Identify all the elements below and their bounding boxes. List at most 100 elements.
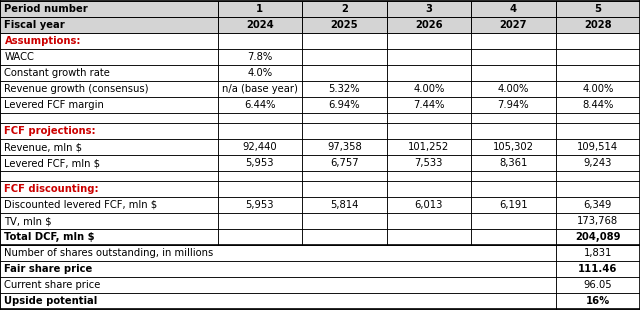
- Bar: [218, 81, 302, 97]
- Bar: [387, 65, 471, 81]
- Text: Current share price: Current share price: [4, 280, 101, 290]
- Text: 6,013: 6,013: [415, 200, 443, 210]
- Text: 2: 2: [341, 4, 348, 14]
- Bar: [218, 17, 302, 33]
- Bar: [218, 213, 302, 229]
- Bar: [387, 97, 471, 113]
- Text: 105,302: 105,302: [493, 142, 534, 152]
- Text: 7.94%: 7.94%: [497, 100, 529, 110]
- Bar: [0, 81, 218, 97]
- Bar: [0, 261, 556, 277]
- Bar: [471, 197, 556, 213]
- Text: 101,252: 101,252: [408, 142, 449, 152]
- Text: Assumptions:: Assumptions:: [4, 36, 81, 46]
- Bar: [556, 171, 640, 181]
- Bar: [471, 229, 556, 245]
- Bar: [302, 171, 387, 181]
- Bar: [0, 245, 556, 261]
- Text: Period number: Period number: [4, 4, 88, 14]
- Bar: [556, 261, 640, 277]
- Text: 2028: 2028: [584, 20, 612, 30]
- Text: 5,814: 5,814: [330, 200, 358, 210]
- Text: 4.00%: 4.00%: [582, 84, 614, 94]
- Text: 9,243: 9,243: [584, 158, 612, 168]
- Bar: [0, 65, 218, 81]
- Text: 7,533: 7,533: [415, 158, 443, 168]
- Text: Upside potential: Upside potential: [4, 296, 98, 306]
- Bar: [218, 155, 302, 171]
- Bar: [556, 155, 640, 171]
- Bar: [218, 1, 302, 17]
- Text: 5,953: 5,953: [246, 158, 274, 168]
- Text: Number of shares outstanding, in millions: Number of shares outstanding, in million…: [4, 248, 214, 258]
- Bar: [0, 171, 218, 181]
- Bar: [556, 17, 640, 33]
- Bar: [471, 65, 556, 81]
- Text: TV, mln $: TV, mln $: [4, 216, 52, 226]
- Bar: [0, 123, 218, 139]
- Bar: [556, 97, 640, 113]
- Text: 173,768: 173,768: [577, 216, 618, 226]
- Bar: [387, 113, 471, 123]
- Bar: [556, 65, 640, 81]
- Text: 92,440: 92,440: [243, 142, 277, 152]
- Bar: [471, 33, 556, 49]
- Bar: [471, 139, 556, 155]
- Bar: [471, 181, 556, 197]
- Text: 7.8%: 7.8%: [247, 52, 273, 62]
- Text: FCF projections:: FCF projections:: [4, 126, 96, 136]
- Bar: [0, 197, 218, 213]
- Bar: [218, 197, 302, 213]
- Bar: [387, 181, 471, 197]
- Bar: [556, 293, 640, 309]
- Text: 5: 5: [595, 4, 601, 14]
- Text: Discounted levered FCF, mln $: Discounted levered FCF, mln $: [4, 200, 157, 210]
- Bar: [0, 229, 218, 245]
- Bar: [556, 113, 640, 123]
- Bar: [218, 65, 302, 81]
- Text: Constant growth rate: Constant growth rate: [4, 68, 110, 78]
- Bar: [302, 181, 387, 197]
- Text: 6.44%: 6.44%: [244, 100, 276, 110]
- Text: 5,953: 5,953: [246, 200, 274, 210]
- Text: 2025: 2025: [330, 20, 358, 30]
- Bar: [556, 277, 640, 293]
- Bar: [556, 245, 640, 261]
- Bar: [302, 97, 387, 113]
- Text: Revenue growth (consensus): Revenue growth (consensus): [4, 84, 149, 94]
- Text: Levered FCF margin: Levered FCF margin: [4, 100, 104, 110]
- Text: 2026: 2026: [415, 20, 443, 30]
- Bar: [218, 229, 302, 245]
- Text: 1,831: 1,831: [584, 248, 612, 258]
- Text: 6,191: 6,191: [499, 200, 527, 210]
- Bar: [387, 155, 471, 171]
- Bar: [302, 49, 387, 65]
- Text: FCF discounting:: FCF discounting:: [4, 184, 99, 194]
- Bar: [302, 229, 387, 245]
- Text: Levered FCF, mln $: Levered FCF, mln $: [4, 158, 100, 168]
- Bar: [0, 277, 556, 293]
- Bar: [218, 33, 302, 49]
- Text: 3: 3: [426, 4, 432, 14]
- Bar: [471, 123, 556, 139]
- Text: 6.94%: 6.94%: [328, 100, 360, 110]
- Text: WACC: WACC: [4, 52, 35, 62]
- Bar: [387, 17, 471, 33]
- Bar: [0, 97, 218, 113]
- Bar: [556, 123, 640, 139]
- Text: 16%: 16%: [586, 296, 610, 306]
- Bar: [218, 97, 302, 113]
- Bar: [387, 49, 471, 65]
- Bar: [302, 65, 387, 81]
- Bar: [471, 17, 556, 33]
- Text: Total DCF, mln $: Total DCF, mln $: [4, 232, 95, 242]
- Text: 4.00%: 4.00%: [497, 84, 529, 94]
- Text: 6,349: 6,349: [584, 200, 612, 210]
- Bar: [471, 155, 556, 171]
- Bar: [0, 33, 218, 49]
- Text: Fair share price: Fair share price: [4, 264, 93, 274]
- Text: Revenue, mln $: Revenue, mln $: [4, 142, 83, 152]
- Bar: [556, 213, 640, 229]
- Bar: [302, 213, 387, 229]
- Bar: [471, 81, 556, 97]
